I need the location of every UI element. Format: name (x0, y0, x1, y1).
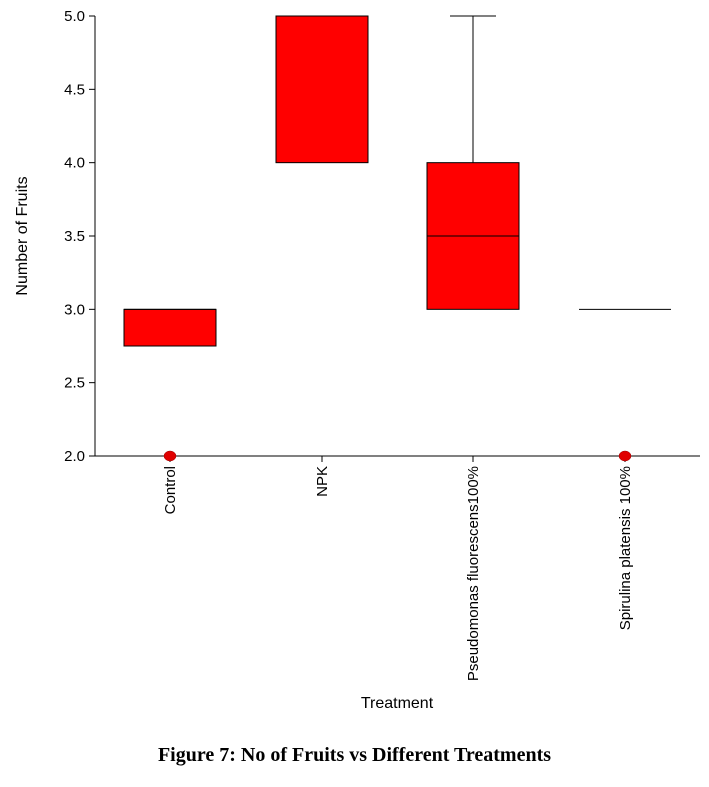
x-axis-title: Treatment (361, 695, 434, 712)
x-axis: Control NPK Pseudomonas fluorescens100% Spi… (95, 455, 700, 681)
x-category-label: Control (162, 466, 179, 514)
box-group-pseudomonas-fluorescens100- (426, 15, 520, 310)
y-tick-label: 4.0 (64, 155, 85, 172)
y-axis-title: Number of Fruits (14, 176, 31, 295)
x-category-label: Spirulina platensis 100% (617, 466, 634, 630)
box-series (123, 15, 671, 462)
box (123, 308, 217, 347)
y-tick-label: 3.5 (64, 228, 85, 245)
y-tick-label: 3.0 (64, 301, 85, 318)
box-group-npk (275, 15, 369, 164)
figure-caption: Figure 7: No of Fruits vs Different Trea… (157, 744, 552, 766)
box (275, 15, 369, 164)
x-category-label: Pseudomonas fluorescens100% (465, 466, 482, 681)
y-axis: 2.0 2.5 3.0 3.5 4.0 4.5 5.0 (64, 8, 96, 465)
outlier-point (618, 450, 632, 462)
outlier-point (163, 450, 177, 462)
y-tick-label: 2.0 (64, 448, 85, 465)
box-group-spirulina-platensis-100- (579, 308, 671, 462)
y-tick-label: 2.5 (64, 375, 85, 392)
y-tick-label: 5.0 (64, 8, 85, 25)
x-category-label: NPK (314, 466, 331, 497)
box-group-control (123, 308, 217, 462)
y-tick-label: 4.5 (64, 81, 85, 98)
box-plot-chart: 2.0 2.5 3.0 3.5 4.0 4.5 5.0 Control NPK Pseudomo… (14, 8, 700, 712)
